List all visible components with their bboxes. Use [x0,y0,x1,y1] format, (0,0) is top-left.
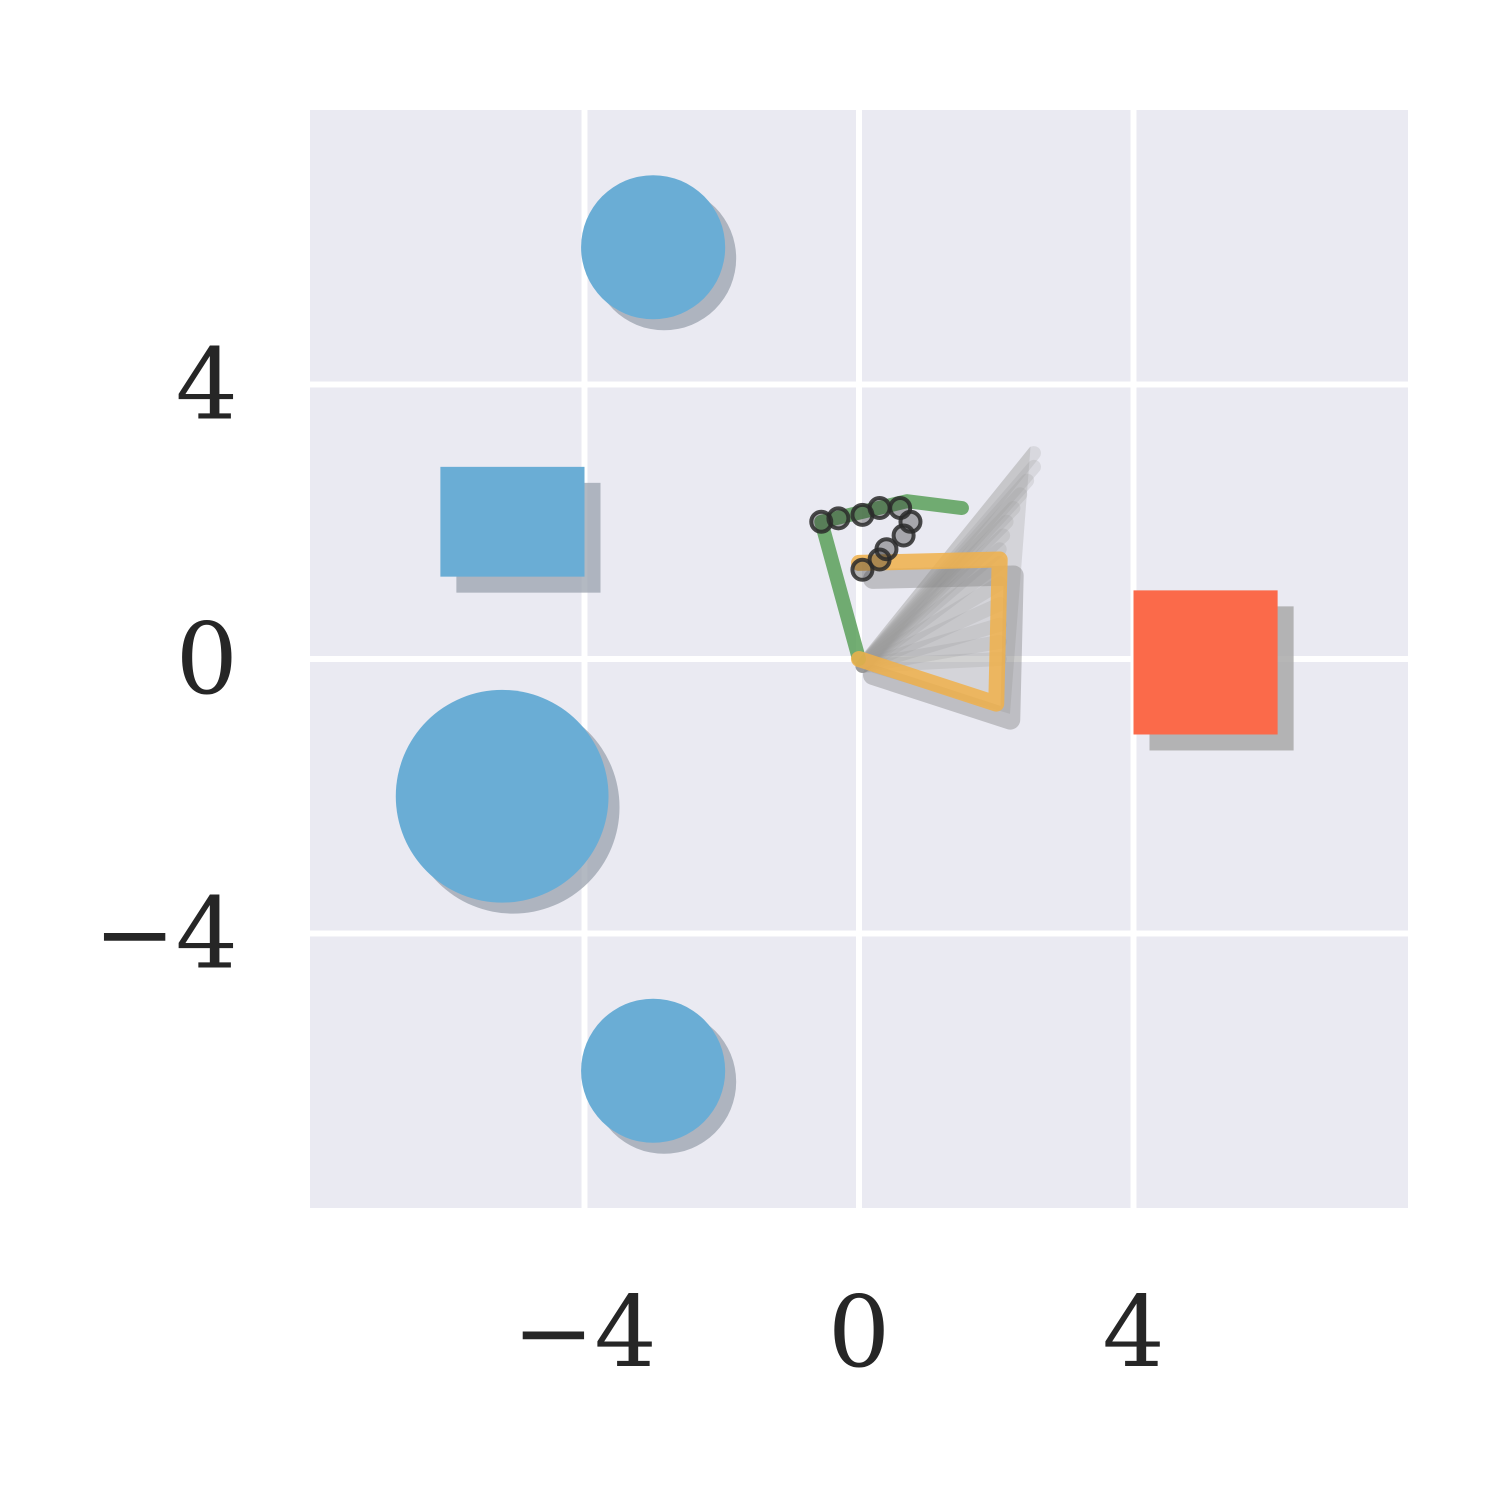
orange-path [851,551,1008,712]
goal-region [1133,590,1294,751]
fan-area [859,446,1031,714]
fan-path [855,542,1007,673]
obstacle-circle [581,998,726,1143]
x-tick-labels: −4 0 4 [512,1276,1164,1390]
waypoint-marker [867,496,892,521]
fan-path [855,514,1014,673]
paths [814,494,1008,712]
x-tick-label: 4 [1102,1276,1164,1390]
waypoint-marker [850,557,875,582]
fan-path [855,473,1035,673]
fan-path [855,487,1028,673]
fan-path [855,617,1007,673]
waypoint-marker [891,523,916,548]
waypoint-marker [867,547,892,572]
obstacle-circle [395,689,609,903]
path-fan [855,446,1041,730]
y-tick-label: 4 [176,329,238,443]
obstacle-circle [581,175,726,320]
obstacle-rect [440,466,585,577]
fan-path [855,597,1007,673]
green-path [814,494,969,666]
orange-path-shadow [863,565,1024,730]
waypoint-marker [809,509,834,534]
waypoint-markers [809,496,923,582]
goal-rect [1133,590,1278,735]
x-tick-label: −4 [512,1276,656,1390]
fan-path [855,576,1007,673]
x-tick-label: 0 [828,1276,890,1390]
y-tick-label: −4 [94,878,238,992]
waypoint-marker [826,506,851,531]
fan-path [855,501,1021,673]
y-tick-labels: −4 0 4 [94,329,238,992]
obstacles [395,175,737,1154]
y-tick-label: 0 [176,603,238,717]
fan-path [855,555,1007,673]
